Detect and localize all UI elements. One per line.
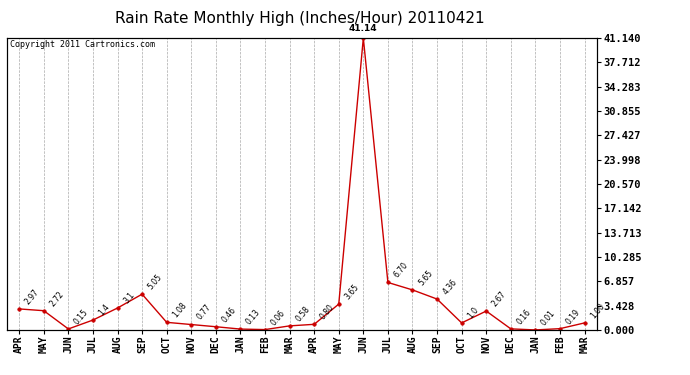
Text: Rain Rate Monthly High (Inches/Hour) 20110421: Rain Rate Monthly High (Inches/Hour) 201… [115, 11, 485, 26]
Text: 0.77: 0.77 [195, 303, 213, 322]
Text: 4.36: 4.36 [441, 278, 459, 296]
Text: 0.06: 0.06 [269, 308, 287, 327]
Text: 0.80: 0.80 [318, 303, 336, 321]
Text: 1.0: 1.0 [466, 305, 480, 320]
Text: 6.70: 6.70 [392, 261, 410, 280]
Text: 0.01: 0.01 [540, 309, 558, 327]
Text: 41.14: 41.14 [349, 24, 377, 33]
Text: 5.65: 5.65 [417, 268, 435, 287]
Text: 0.46: 0.46 [220, 305, 238, 324]
Text: 3.65: 3.65 [343, 282, 361, 302]
Text: Copyright 2011 Cartronics.com: Copyright 2011 Cartronics.com [10, 40, 155, 50]
Text: 3.1: 3.1 [121, 290, 137, 305]
Text: 0.13: 0.13 [244, 308, 262, 326]
Text: 1.4: 1.4 [97, 302, 112, 317]
Text: 0.19: 0.19 [564, 307, 582, 326]
Text: 2.97: 2.97 [23, 287, 41, 306]
Text: 1.00: 1.00 [589, 302, 607, 320]
Text: 0.15: 0.15 [72, 308, 90, 326]
Text: 0.16: 0.16 [515, 308, 533, 326]
Text: 1.08: 1.08 [171, 301, 188, 320]
Text: 0.58: 0.58 [294, 304, 311, 323]
Text: 2.72: 2.72 [48, 289, 66, 308]
Text: 5.05: 5.05 [146, 273, 164, 291]
Text: 2.67: 2.67 [491, 290, 508, 308]
